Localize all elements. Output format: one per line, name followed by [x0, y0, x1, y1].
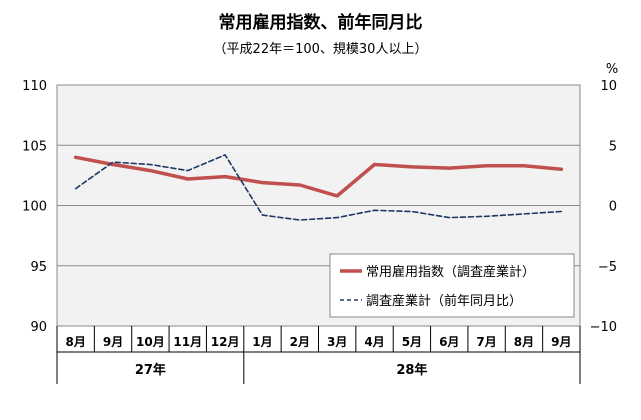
category-label: 3月	[327, 335, 347, 349]
left-tick-label: 90	[30, 320, 47, 335]
right-tick-label: −10	[590, 320, 617, 335]
chart-subtitle: （平成22年＝100、規模30人以上）	[213, 42, 428, 57]
category-label: 9月	[551, 335, 571, 349]
category-label: 5月	[402, 335, 422, 349]
category-label: 10月	[136, 335, 165, 349]
left-tick-label: 95	[30, 260, 47, 275]
right-tick-label: 10	[600, 79, 617, 94]
series-line-yoy	[74, 154, 563, 221]
legend-label-index: 常用雇用指数（調査産業計）	[366, 264, 535, 280]
category-label: 12月	[211, 335, 240, 349]
right-axis-unit: %	[606, 62, 618, 77]
right-tick-label: 5	[609, 139, 617, 154]
series-layer	[73, 154, 564, 221]
category-label: 7月	[476, 335, 496, 349]
legend-box	[329, 253, 575, 318]
right-axis: −10 −5 0 5 10	[590, 79, 617, 335]
category-table: 8月 9月 10月 11月 12月 1月 2月 3月 4月 5月 6月 7月 8月 9月 27年 28年	[56, 326, 581, 384]
left-axis: 90 95 100 105 110	[22, 79, 47, 335]
category-label: 11月	[173, 335, 202, 349]
category-label: 1月	[252, 335, 272, 349]
chart-title: 常用雇用指数、前年同月比	[218, 13, 423, 33]
right-tick-label: −5	[598, 260, 617, 275]
category-label: 8月	[65, 335, 85, 349]
category-label: 8月	[514, 335, 534, 349]
group-label: 28年	[396, 362, 427, 378]
left-tick-label: 105	[22, 139, 47, 154]
series-line-index	[73, 155, 564, 198]
left-tick-label: 110	[22, 79, 47, 94]
category-label: 9月	[103, 335, 123, 349]
category-label: 2月	[290, 335, 310, 349]
category-label: 6月	[439, 335, 459, 349]
category-label: 4月	[364, 335, 384, 349]
left-tick-label: 100	[22, 200, 47, 215]
group-label: 27年	[135, 362, 166, 378]
legend: 常用雇用指数（調査産業計） 調査産業計（前年同月比）	[329, 253, 575, 318]
legend-label-yoy: 調査産業計（前年同月比）	[366, 293, 522, 309]
right-tick-label: 0	[609, 200, 617, 215]
